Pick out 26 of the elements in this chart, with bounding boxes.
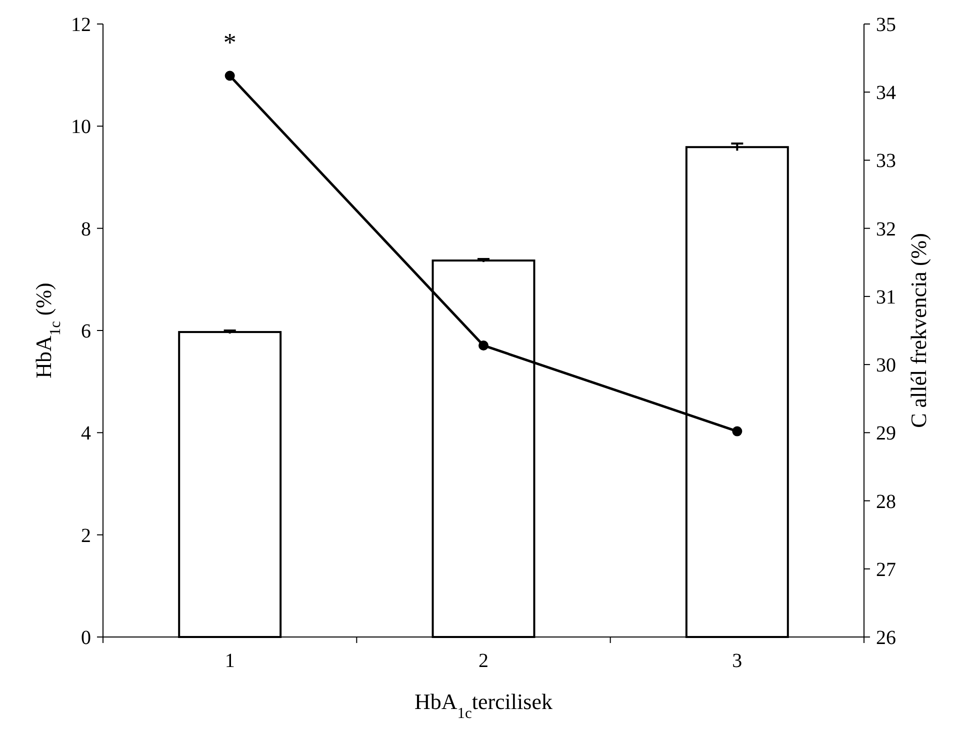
y-tick-label: 10	[71, 116, 91, 138]
y-tick-label: 12	[71, 14, 91, 36]
x-tick-label: 2	[478, 650, 488, 672]
y-tick-label: 8	[81, 218, 91, 240]
y-tick-label: 4	[81, 422, 91, 445]
y-tick-label: 2	[81, 524, 91, 547]
y2-tick-label: 28	[876, 490, 896, 513]
point	[732, 426, 742, 436]
x-axis-title: HbA$_{1c}$tercilisek	[414, 689, 552, 722]
point	[478, 340, 488, 350]
y2-tick-label: 31	[876, 286, 896, 308]
point	[224, 70, 235, 81]
y2-tick-label: 26	[876, 627, 896, 649]
annotation: *	[223, 28, 236, 57]
y2-tick-label: 29	[876, 422, 896, 445]
y2-tick-label: 35	[876, 14, 896, 36]
y2-tick-label: 33	[876, 150, 896, 172]
y2-axis-title: C allél frekvencia (%)	[906, 233, 931, 428]
y-tick-label: 0	[81, 627, 91, 649]
y2-tick-label: 34	[876, 82, 896, 104]
x-tick-label: 1	[224, 650, 235, 672]
y2-tick-label: 32	[876, 218, 896, 240]
y-tick-label: 6	[81, 320, 91, 342]
y2-tick-label: 27	[876, 558, 896, 581]
x-tick-label: 3	[732, 650, 742, 672]
y2-tick-label: 30	[876, 354, 896, 377]
